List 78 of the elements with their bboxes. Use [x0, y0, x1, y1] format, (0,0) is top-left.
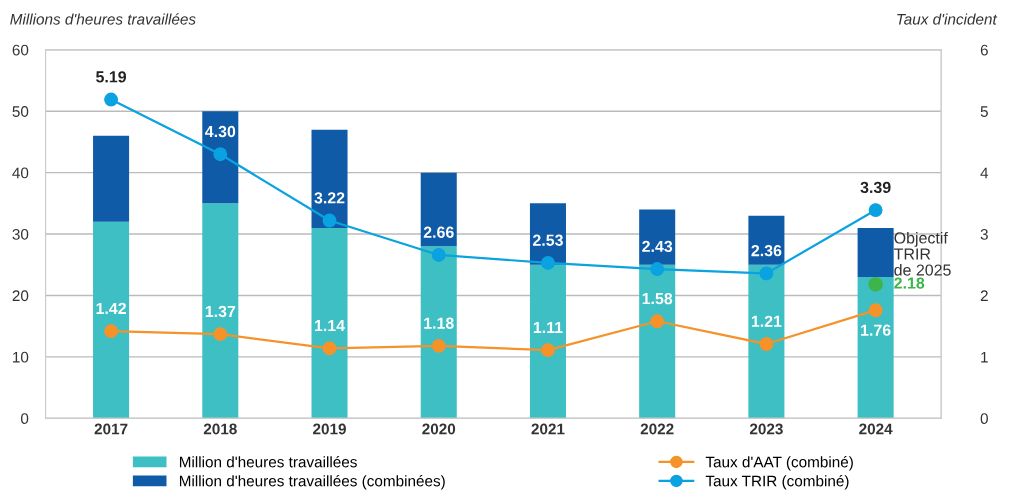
- x-tick-label: 2023: [749, 423, 783, 435]
- x-tick-label: 2021: [531, 423, 565, 435]
- bar: [202, 111, 239, 204]
- data-label: 1.42: [96, 302, 126, 314]
- point: [431, 338, 446, 353]
- point: [322, 213, 337, 228]
- y2-tick-label: 4: [980, 167, 989, 179]
- data-label: 1.76: [861, 324, 891, 336]
- y-tick-label: 40: [12, 167, 29, 179]
- x-tick-label: 2019: [313, 423, 346, 435]
- bar: [420, 172, 457, 247]
- point: [104, 324, 119, 339]
- point: [650, 314, 665, 329]
- y-tick-label: 20: [12, 290, 29, 302]
- point: [759, 266, 774, 281]
- y2-tick-label: 5: [980, 106, 988, 117]
- data-label: 1.18: [424, 317, 454, 329]
- y2-tick-label: 3: [980, 228, 988, 240]
- point: [868, 203, 883, 218]
- x-tick-label: 2020: [422, 423, 456, 435]
- bar: [202, 203, 239, 419]
- point: [541, 343, 555, 358]
- point: [650, 262, 665, 277]
- y-tick-label: 60: [12, 44, 29, 56]
- data-label: 3.39: [860, 181, 891, 194]
- data-label: 3.22: [314, 192, 345, 204]
- bar: [311, 227, 348, 419]
- bar: [748, 215, 785, 265]
- bar: [857, 227, 894, 278]
- y-axis-title: Millions d'heures travaillées: [10, 13, 196, 25]
- data-label: 5.19: [96, 71, 127, 83]
- data-label: 1.37: [205, 305, 236, 318]
- y2-tick-label: 0: [980, 413, 988, 425]
- bar: [420, 246, 457, 419]
- data-label: 2.66: [423, 226, 454, 238]
- point: [868, 303, 883, 318]
- bar: [311, 129, 348, 228]
- bar: [748, 264, 785, 419]
- bar: [93, 135, 130, 222]
- y2-tick-label: 1: [981, 351, 988, 363]
- data-label: 2.18: [894, 277, 925, 289]
- bar: [93, 221, 130, 419]
- point: [868, 277, 883, 292]
- x-tick-label: 2024: [859, 423, 893, 435]
- point: [541, 255, 555, 270]
- x-tick-label: 2017: [94, 423, 128, 435]
- data-label: 1.58: [642, 292, 673, 305]
- y-tick-label: 50: [12, 106, 29, 117]
- data-label: 1.21: [751, 315, 782, 327]
- legend-label: Million d'heures travaillées (combinées): [179, 475, 445, 490]
- y-tick-label: 0: [20, 413, 29, 425]
- point: [104, 92, 119, 107]
- point: [213, 327, 228, 342]
- bar: [857, 277, 894, 419]
- y2-axis-title: Taux d'incident: [897, 13, 998, 25]
- point: [431, 247, 446, 262]
- legend-label: Million d'heures travaillées: [179, 456, 357, 468]
- y-tick-label: 10: [13, 351, 29, 363]
- bar: [639, 209, 676, 265]
- data-label: 2.53: [532, 234, 563, 246]
- data-label: 4.30: [205, 125, 236, 138]
- annotation: Objectif TRIR de 2025: [894, 231, 951, 276]
- y2-tick-label: 6: [980, 44, 988, 56]
- legend-label: Taux d'AAT (combiné): [705, 456, 853, 471]
- x-tick-label: 2022: [640, 423, 674, 435]
- data-label: 1.11: [533, 321, 563, 333]
- point: [759, 337, 774, 351]
- legend-label: Taux TRIR (combiné): [705, 475, 849, 490]
- data-label: 1.14: [314, 320, 345, 332]
- x-tick-label: 2018: [203, 423, 237, 435]
- data-label: 2.36: [751, 245, 782, 257]
- point: [322, 341, 337, 356]
- bar: [639, 264, 676, 419]
- data-label: 2.43: [642, 240, 673, 253]
- bar: [529, 264, 566, 419]
- y-tick-label: 30: [12, 228, 29, 240]
- y2-tick-label: 2: [980, 290, 988, 302]
- point: [213, 147, 228, 162]
